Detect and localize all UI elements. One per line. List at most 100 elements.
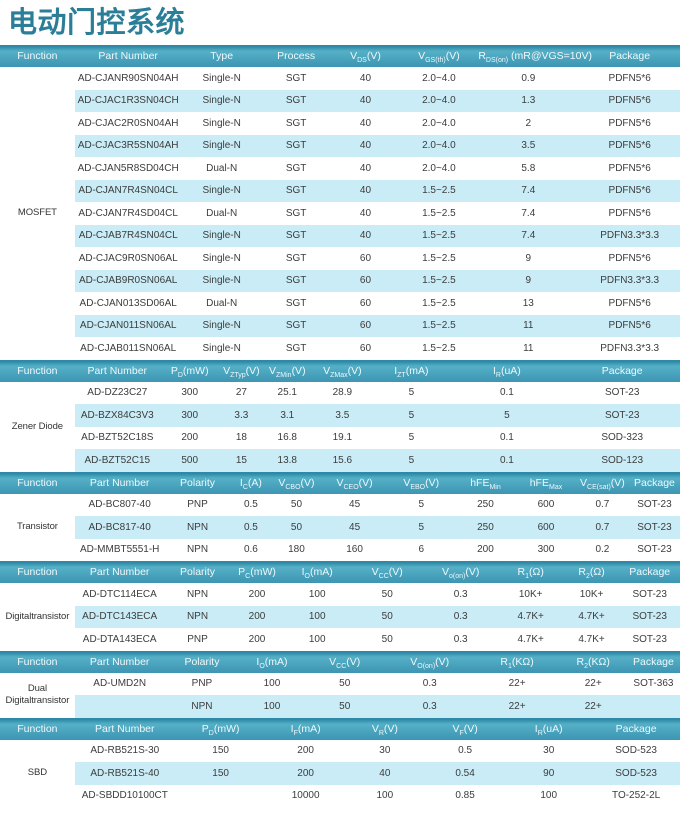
cell: 0.2	[575, 538, 629, 561]
cell: 1.5~2.5	[400, 292, 478, 315]
cell: AD-CJAN011SN06AL	[74, 314, 182, 337]
cell: 5	[387, 516, 455, 539]
table-row: AD-DTC143ECA NPN 200 100 50 0.3 4.7K+ 4.7K+ SOT-…	[0, 605, 680, 628]
cell: 100	[283, 605, 351, 628]
table-row: AD-CJAB7R4SN04CL Single-N SGT 40 1.5~2.5 7.4 P…	[0, 224, 680, 247]
cell: SGT	[261, 179, 331, 202]
cell: Single-N	[181, 224, 262, 247]
cell: NPN	[164, 538, 231, 561]
cell: 600	[516, 493, 576, 516]
table-row: AD-CJAN7R4SD04CL Dual-N SGT 40 1.5~2.5 7.4 PDF…	[0, 202, 680, 225]
column-header: VCBO(V)	[271, 471, 322, 494]
cell: Single-N	[181, 67, 262, 90]
table-mosfet: Function Part Number Type Process VDS(V) VGS(…	[0, 45, 680, 360]
column-header: IR(uA)	[449, 359, 565, 382]
cell: Dual-N	[181, 157, 262, 180]
cell: 0.1	[449, 449, 565, 472]
cell: 40	[330, 89, 401, 112]
cell: 30	[344, 739, 425, 762]
cell: SGT	[261, 112, 331, 135]
cell: PDFN5*6	[579, 134, 680, 157]
cell: 40	[330, 134, 401, 157]
cell: AD-BC807-40	[74, 493, 165, 516]
cell: AD-BC817-40	[74, 516, 165, 539]
cell: 40	[330, 202, 401, 225]
header-row: Function Part Number Polarity PC(mW) IO(mA) V…	[0, 561, 680, 583]
cell: 60	[330, 292, 401, 315]
cell: PDFN3.3*3.3	[579, 269, 680, 292]
cell: AD-DZ23C27	[74, 381, 160, 404]
cell: 1.5~2.5	[400, 314, 478, 337]
cell: PDFN5*6	[579, 89, 680, 112]
cell: SGT	[261, 269, 331, 292]
column-header: PD(mW)	[159, 359, 220, 382]
cell: 4.7K+	[497, 605, 564, 628]
cell: 0.5	[424, 739, 506, 762]
table-row: Zener Diode AD-DZ23C27 300 27 25.1 28.9 5 0.1 SO…	[0, 381, 680, 472]
cell: AD-BZX84C3V3	[74, 404, 160, 427]
cell: AD-CJAC9R0SN06AL	[74, 247, 182, 270]
cell: 50	[350, 583, 424, 606]
column-header: Function	[0, 359, 75, 382]
cell: SOT-23	[619, 583, 680, 606]
cell: 0.9	[477, 67, 580, 90]
cell: PNP	[164, 672, 240, 695]
cell: 60	[330, 337, 401, 360]
cell: 0.3	[384, 672, 475, 695]
column-header: hFEMin	[454, 471, 517, 494]
cell: 40	[344, 762, 425, 785]
cell: 22+	[474, 672, 560, 695]
column-header: IO(mA)	[239, 650, 305, 673]
column-header: Polarity	[164, 561, 231, 583]
cell: SOD-123	[564, 449, 680, 472]
cell: PDFN5*6	[579, 202, 680, 225]
cell: 3.5	[311, 404, 374, 427]
table-sbd: Function Part Number PD(mW) IF(mA) VR(V) VF(V…	[0, 717, 680, 807]
cell: 50	[271, 493, 322, 516]
column-header: Type	[181, 45, 262, 67]
cell: AD-CJAN5R8SD04CH	[74, 157, 182, 180]
cell: AD-UMD2N	[74, 672, 165, 695]
column-header: IF(mA)	[266, 717, 345, 740]
column-header: Package	[592, 717, 680, 740]
table-row: AD-BZT52C15 500 15 13.8 15.6 5 0.1 SOD-123	[0, 449, 680, 472]
table-row: AD-CJAN5R8SD04CH Dual-N SGT 40 2.0~4.0 5.8 PDF…	[0, 157, 680, 180]
column-header: VCEO(V)	[321, 471, 388, 494]
cell: SGT	[261, 157, 331, 180]
cell: 7.4	[477, 202, 580, 225]
component-tables-container: Function Part Number Type Process VDS(V) VGS(…	[0, 45, 680, 807]
cell: AD-CJAN013SD06AL	[74, 292, 182, 315]
table-row: AD-CJAN7R4SN04CL Single-N SGT 40 1.5~2.5 7.4 P…	[0, 179, 680, 202]
cell: SOT-23	[628, 516, 680, 539]
cell: PDFN5*6	[579, 247, 680, 270]
column-header: Vo(on)(V)	[423, 561, 498, 583]
cell: SGT	[261, 134, 331, 157]
cell: SOT-23	[619, 628, 680, 651]
cell: PNP	[164, 493, 231, 516]
cell: AD-DTC143ECA	[74, 605, 165, 628]
column-header: R1(KΩ)	[474, 650, 560, 673]
cell: SOD-523	[592, 739, 680, 762]
cell: 28.9	[311, 381, 374, 404]
cell: 10000	[266, 784, 345, 807]
column-header: Function	[0, 717, 75, 740]
table-row: Digitaltransistor AD-DTC114ECA NPN 200 100 50…	[0, 583, 680, 651]
cell: 22+	[474, 695, 560, 718]
cell: 5.8	[477, 157, 580, 180]
column-header: Package	[626, 650, 680, 673]
header-row: Function Part Number Polarity IC(A) VCBO(V) V…	[0, 471, 680, 494]
cell: Single-N	[181, 134, 262, 157]
cell: AD-BZT52C15	[74, 449, 160, 472]
cell: 2	[477, 112, 580, 135]
column-header: PC(mW)	[230, 561, 284, 583]
column-header: VR(V)	[344, 717, 425, 740]
column-header: Function	[0, 561, 75, 583]
cell: 4.7K+	[563, 605, 620, 628]
cell: 50	[304, 695, 385, 718]
cell: 4.7K+	[563, 628, 620, 651]
cell: SOT-23	[619, 605, 680, 628]
cell: 50	[271, 516, 322, 539]
cell: AD-CJAB7R4SN04CL	[74, 224, 182, 247]
cell: AD-CJAC3R5SN04AH	[74, 134, 182, 157]
header-row: Function Part Number Type Process VDS(V) VGS(…	[0, 45, 680, 67]
